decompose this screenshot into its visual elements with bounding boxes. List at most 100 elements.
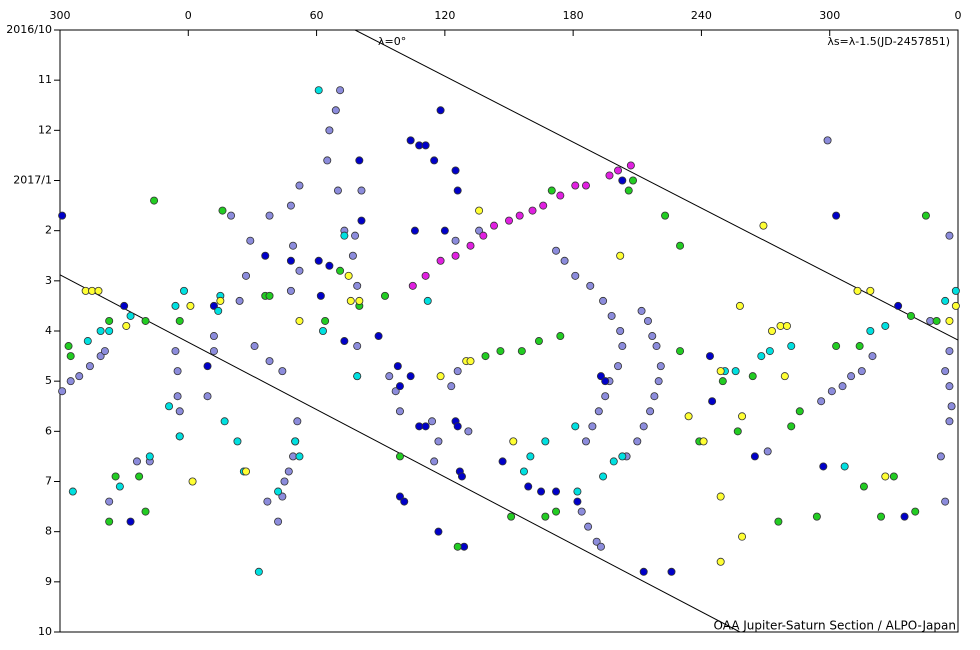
data-point (795, 407, 804, 416)
data-point (218, 206, 227, 215)
data-point (447, 382, 456, 391)
data-point (293, 417, 302, 426)
data-point (676, 347, 685, 356)
data-point (321, 316, 330, 325)
data-point (504, 216, 513, 225)
data-point (150, 196, 159, 205)
data-point (430, 156, 439, 165)
data-point (100, 347, 109, 356)
data-point (573, 497, 582, 506)
data-point (639, 422, 648, 431)
data-point (601, 377, 610, 386)
data-point (214, 306, 223, 315)
data-point (481, 352, 490, 361)
data-point (894, 301, 903, 310)
data-point (395, 407, 404, 416)
data-point (250, 342, 259, 351)
data-point (434, 437, 443, 446)
data-point (75, 372, 84, 381)
data-point (614, 166, 623, 175)
data-point (932, 316, 941, 325)
x-tick-label: 240 (691, 9, 712, 22)
data-point (911, 507, 920, 516)
data-point (524, 482, 533, 491)
data-point (318, 326, 327, 335)
data-point (440, 226, 449, 235)
y-tick-label: 9 (45, 575, 52, 588)
data-point (421, 422, 430, 431)
data-point (947, 402, 956, 411)
data-point (941, 497, 950, 506)
x-tick-label: 300 (819, 9, 840, 22)
data-point (573, 487, 582, 496)
data-point (295, 266, 304, 275)
data-point (552, 507, 561, 516)
data-point (323, 156, 332, 165)
data-point (594, 407, 603, 416)
data-point (141, 507, 150, 516)
data-point (242, 467, 251, 476)
data-point (866, 326, 875, 335)
data-point (475, 206, 484, 215)
data-point (571, 422, 580, 431)
data-point (406, 136, 415, 145)
data-point (111, 472, 120, 481)
data-point (705, 352, 714, 361)
data-point (684, 412, 693, 421)
data-point (759, 221, 768, 230)
data-point (541, 512, 550, 521)
data-point (126, 311, 135, 320)
data-point (763, 447, 772, 456)
y-tick-label: 3 (45, 274, 52, 287)
data-point (122, 321, 131, 330)
data-point (280, 477, 289, 486)
data-point (105, 497, 114, 506)
data-point (391, 387, 400, 396)
data-point (421, 141, 430, 150)
data-point (832, 211, 841, 220)
y-tick-label: 2 (45, 224, 52, 237)
data-point (716, 492, 725, 501)
data-point (812, 512, 821, 521)
data-point (421, 271, 430, 280)
data-point (648, 332, 657, 341)
data-point (941, 296, 950, 305)
y-tick-label: 10 (38, 625, 52, 638)
data-point (601, 392, 610, 401)
data-point (507, 512, 516, 521)
data-point (395, 452, 404, 461)
data-point (656, 362, 665, 371)
data-point (866, 286, 875, 295)
data-point (537, 487, 546, 496)
data-point (496, 347, 505, 356)
data-point (66, 377, 75, 386)
data-point (840, 462, 849, 471)
data-point (599, 472, 608, 481)
data-point (284, 467, 293, 476)
formula: λs=λ-1.5(JD-2457851) (827, 35, 950, 48)
y-tick-label: 4 (45, 324, 52, 337)
data-point (581, 437, 590, 446)
data-point (906, 311, 915, 320)
data-point (374, 332, 383, 341)
data-point (175, 432, 184, 441)
data-point (434, 527, 443, 536)
data-point (498, 457, 507, 466)
data-point (596, 542, 605, 551)
data-point (126, 517, 135, 526)
data-point (552, 487, 561, 496)
data-point (466, 357, 475, 366)
data-point (588, 422, 597, 431)
data-point (314, 256, 323, 265)
data-point (877, 512, 886, 521)
data-point (344, 271, 353, 280)
data-point (436, 106, 445, 115)
data-point (227, 211, 236, 220)
data-point (333, 186, 342, 195)
data-point (233, 437, 242, 446)
data-point (859, 482, 868, 491)
data-point (286, 256, 295, 265)
data-point (295, 316, 304, 325)
data-point (592, 537, 601, 546)
